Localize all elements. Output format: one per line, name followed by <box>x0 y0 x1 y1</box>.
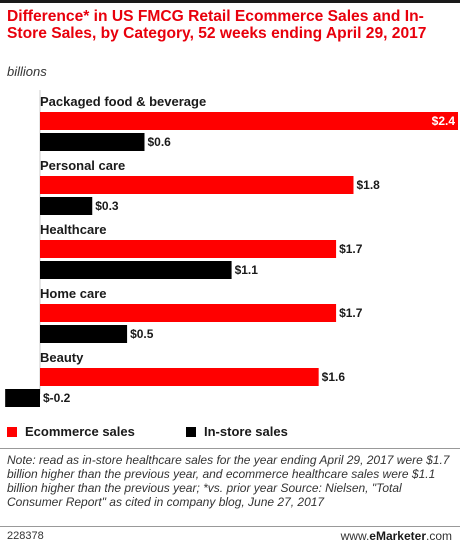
brand-suffix: .com <box>425 529 452 543</box>
category-label-packaged-food-beverage: Packaged food & beverage <box>40 94 206 109</box>
value-label-ecommerce-personal-care: $1.8 <box>357 178 381 192</box>
bar-instore-beauty <box>5 389 40 407</box>
legend: Ecommerce sales In-store sales <box>0 424 460 442</box>
chart-subtitle: billions <box>7 64 47 79</box>
brand-name: eMarketer <box>369 529 426 543</box>
value-label-ecommerce-beauty: $1.6 <box>322 370 346 384</box>
category-label-beauty: Beauty <box>40 350 84 365</box>
brand-prefix: www. <box>340 529 370 543</box>
legend-label-ecommerce: Ecommerce sales <box>25 424 135 439</box>
category-label-personal-care: Personal care <box>40 158 125 173</box>
chart-title: Difference* in US FMCG Retail Ecommerce … <box>7 8 427 42</box>
value-label-instore-beauty: $-0.2 <box>43 391 71 405</box>
value-label-instore-healthcare: $1.1 <box>235 263 259 277</box>
bar-instore-healthcare <box>40 261 232 279</box>
legend-label-instore: In-store sales <box>204 424 288 439</box>
bar-ecommerce-home-care <box>40 304 337 322</box>
brand-link[interactable]: www.eMarketer.com <box>341 529 452 543</box>
top-rule <box>0 0 460 3</box>
legend-swatch-ecommerce <box>7 426 17 437</box>
bar-ecommerce-healthcare <box>40 240 337 258</box>
value-label-ecommerce-home-care: $1.7 <box>339 306 363 320</box>
category-label-home-care: Home care <box>40 286 106 301</box>
bar-ecommerce-personal-care <box>40 176 354 194</box>
value-label-ecommerce-healthcare: $1.7 <box>339 242 363 256</box>
footer-divider <box>0 526 460 527</box>
value-label-instore-personal-care: $0.3 <box>95 199 119 213</box>
bar-ecommerce-beauty <box>40 368 319 386</box>
bar-ecommerce-packaged-food-beverage <box>40 112 458 130</box>
legend-item-instore: In-store sales <box>186 424 288 439</box>
legend-swatch-instore <box>186 426 196 437</box>
bar-chart: Packaged food & beverage $2.4 $0.6 Personal… <box>5 90 458 407</box>
note-divider <box>0 448 460 449</box>
value-label-instore-packaged-food-beverage: $0.6 <box>148 135 172 149</box>
chart-id: 228378 <box>7 530 44 542</box>
bar-instore-personal-care <box>40 197 93 215</box>
category-label-healthcare: Healthcare <box>40 222 106 237</box>
legend-item-ecommerce: Ecommerce sales <box>7 424 135 439</box>
source-note: Note: read as in-store healthcare sales … <box>7 453 450 509</box>
value-label-ecommerce-packaged-food-beverage: $2.4 <box>432 114 456 128</box>
bar-instore-home-care <box>40 325 128 343</box>
value-label-instore-home-care: $0.5 <box>130 327 154 341</box>
bar-instore-packaged-food-beverage <box>40 133 145 151</box>
